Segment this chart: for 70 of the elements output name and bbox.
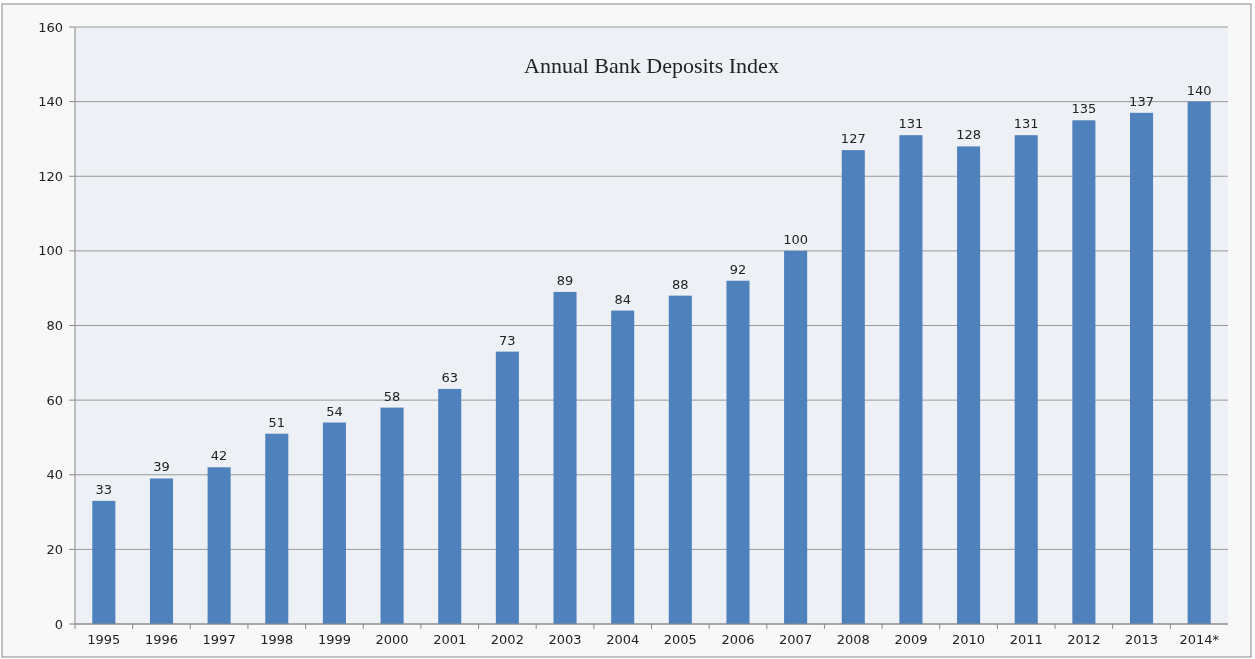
bar	[380, 407, 404, 624]
bar	[553, 291, 577, 624]
bar	[1014, 135, 1038, 624]
bar	[438, 388, 462, 624]
data-label: 54	[326, 403, 343, 419]
x-tick-label: 2003	[548, 632, 582, 647]
x-tick-label: 2007	[779, 632, 813, 647]
y-tick-label: 20	[46, 541, 63, 557]
x-tick-label: 2001	[433, 632, 467, 647]
data-label: 51	[268, 414, 286, 430]
x-tick-label: 2006	[721, 632, 755, 647]
bar	[957, 146, 981, 624]
y-tick-label: 80	[46, 318, 63, 334]
x-tick-label: 1998	[260, 632, 294, 647]
x-tick-label: 2008	[836, 632, 870, 647]
data-label: 88	[672, 276, 689, 292]
y-tick-label: 60	[46, 392, 63, 408]
data-label: 42	[210, 448, 228, 464]
bar	[784, 250, 808, 624]
data-label: 39	[153, 459, 170, 475]
x-tick-label: 2010	[952, 632, 986, 647]
y-tick-label: 140	[38, 94, 63, 110]
bar	[322, 422, 346, 624]
data-label: 131	[898, 116, 924, 132]
data-label: 137	[1129, 93, 1154, 109]
data-label: 73	[499, 332, 516, 348]
y-tick-label: 0	[54, 616, 63, 632]
data-label: 100	[783, 231, 809, 247]
bar	[1129, 112, 1154, 624]
data-label: 128	[956, 127, 981, 143]
x-tick-label: 1996	[144, 632, 179, 647]
x-tick-label: 2014*	[1179, 632, 1220, 647]
bar	[207, 467, 231, 624]
bar	[841, 150, 865, 624]
y-tick-label: 160	[38, 19, 63, 35]
x-tick-label: 2004	[606, 632, 640, 647]
bar	[668, 295, 692, 624]
data-label: 127	[840, 131, 866, 147]
x-tick-label: 2012	[1067, 632, 1101, 647]
data-label: 140	[1186, 82, 1212, 98]
bar	[495, 351, 519, 624]
bar	[149, 478, 174, 624]
data-label: 58	[383, 388, 401, 404]
y-tick-label: 120	[38, 168, 63, 184]
x-tick-label: 2000	[375, 632, 409, 647]
x-tick-label: 2002	[490, 632, 524, 647]
bar	[92, 500, 116, 624]
bar	[611, 310, 635, 624]
data-label: 131	[1013, 116, 1039, 132]
x-tick-label: 2011	[1009, 632, 1043, 647]
text: Annual Bank Deposits Index	[524, 53, 779, 78]
data-label: 33	[95, 481, 113, 497]
x-tick-label: 2013	[1124, 632, 1159, 647]
x-tick-label: 1997	[202, 632, 236, 647]
data-label: 89	[556, 272, 574, 288]
bar	[899, 135, 923, 624]
bar	[1072, 120, 1096, 624]
x-tick-label: 2009	[894, 632, 928, 647]
x-tick-label: 2005	[663, 632, 697, 647]
data-label: 63	[441, 369, 458, 385]
x-tick-label: 1995	[87, 632, 121, 647]
data-label: 84	[614, 291, 631, 307]
y-tick-label: 100	[38, 243, 63, 259]
x-tick-label: 1999	[317, 632, 351, 647]
data-label: 135	[1071, 101, 1097, 117]
bar	[726, 280, 750, 624]
bar	[1187, 101, 1211, 624]
bar	[265, 433, 289, 624]
data-label: 92	[729, 261, 747, 277]
y-tick-label: 40	[46, 467, 63, 483]
